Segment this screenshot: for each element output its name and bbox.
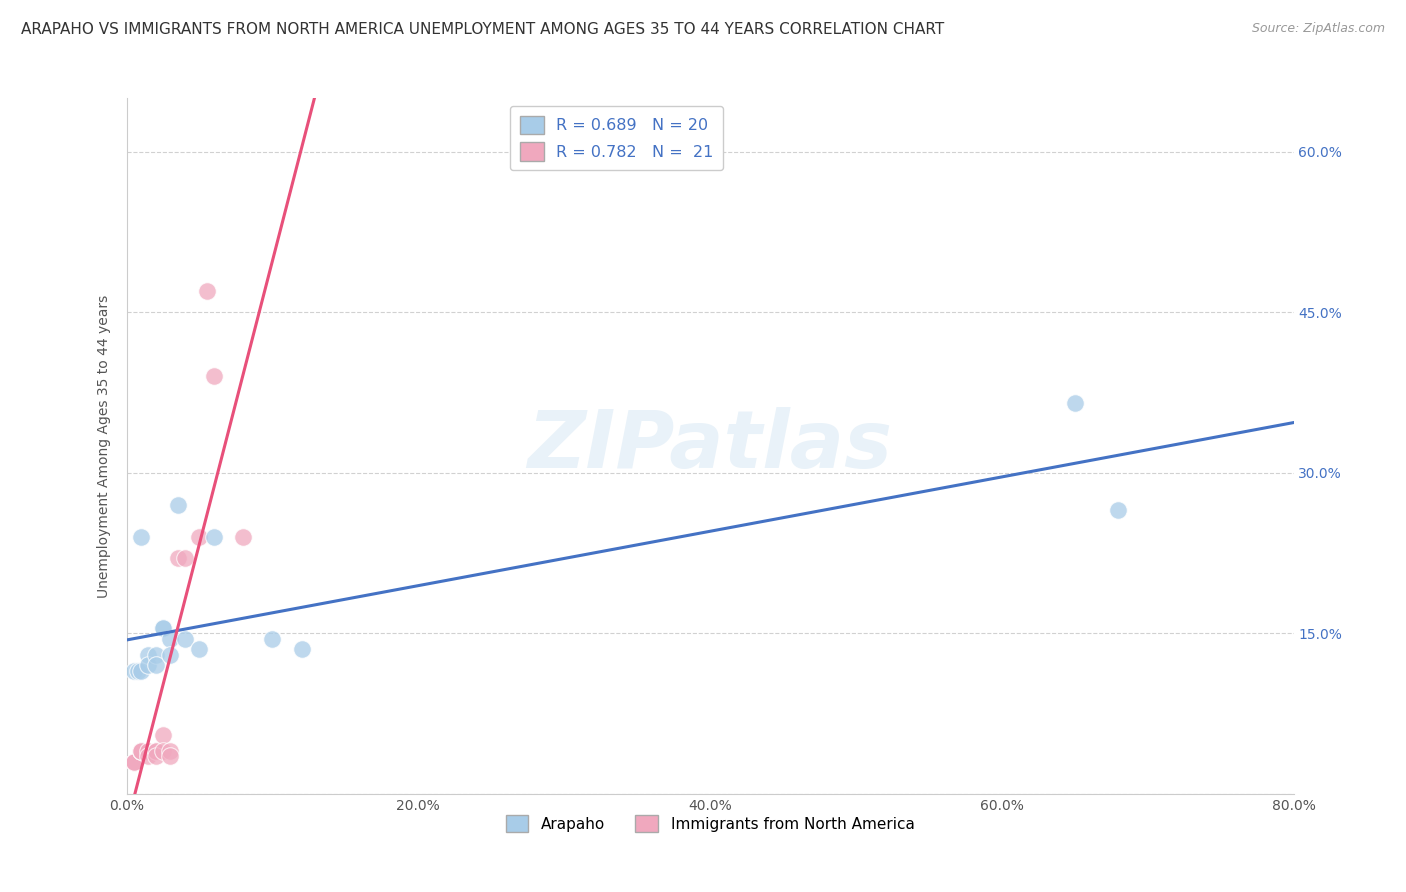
Point — [174, 632, 197, 646]
Point — [145, 749, 167, 764]
Point — [122, 664, 145, 678]
Point — [127, 664, 149, 678]
Point — [202, 369, 225, 384]
Y-axis label: Unemployment Among Ages 35 to 44 years: Unemployment Among Ages 35 to 44 years — [97, 294, 111, 598]
Point — [188, 530, 211, 544]
Point — [145, 658, 167, 673]
Point — [138, 658, 160, 673]
Point — [145, 648, 167, 662]
Point — [232, 530, 254, 544]
Text: ZIPatlas: ZIPatlas — [527, 407, 893, 485]
Point — [129, 744, 152, 758]
Point — [195, 284, 218, 298]
Point — [138, 749, 160, 764]
Point — [202, 530, 225, 544]
Point — [159, 648, 181, 662]
Text: Source: ZipAtlas.com: Source: ZipAtlas.com — [1251, 22, 1385, 36]
Point — [152, 744, 174, 758]
Point — [188, 642, 211, 657]
Point — [145, 744, 167, 758]
Point — [129, 530, 152, 544]
Point — [1063, 396, 1085, 410]
Point — [159, 632, 181, 646]
Point — [174, 551, 197, 566]
Point — [138, 648, 160, 662]
Point — [129, 664, 152, 678]
Point — [262, 632, 284, 646]
Text: ARAPAHO VS IMMIGRANTS FROM NORTH AMERICA UNEMPLOYMENT AMONG AGES 35 TO 44 YEARS : ARAPAHO VS IMMIGRANTS FROM NORTH AMERICA… — [21, 22, 945, 37]
Point — [166, 498, 188, 512]
Point — [129, 744, 152, 758]
Point — [122, 755, 145, 769]
Point — [152, 621, 174, 635]
Point — [122, 755, 145, 769]
Point — [122, 755, 145, 769]
Point — [145, 744, 167, 758]
Point — [1108, 503, 1130, 517]
Point — [152, 728, 174, 742]
Point — [152, 621, 174, 635]
Point — [129, 744, 152, 758]
Point — [138, 744, 160, 758]
Point — [159, 744, 181, 758]
Point — [159, 749, 181, 764]
Legend: Arapaho, Immigrants from North America: Arapaho, Immigrants from North America — [499, 808, 921, 838]
Point — [166, 551, 188, 566]
Point — [290, 642, 312, 657]
